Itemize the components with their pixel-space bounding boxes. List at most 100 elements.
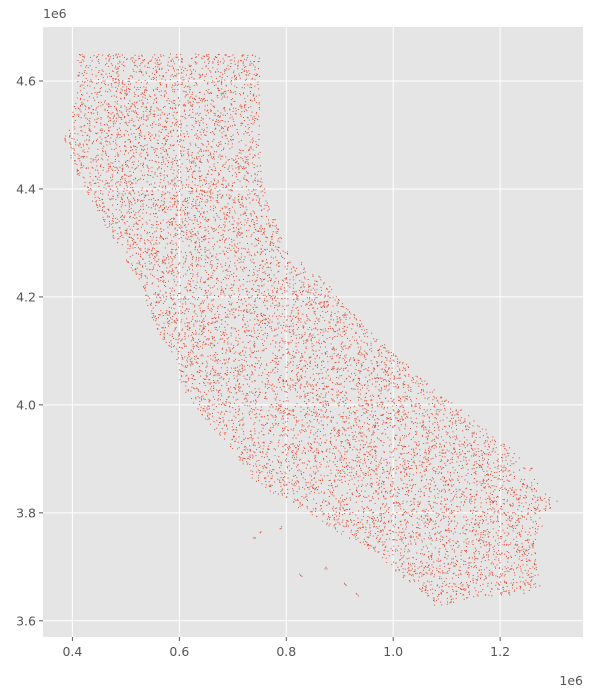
data-point [129,216,131,217]
data-point [148,134,150,136]
data-point [391,401,393,402]
data-point [503,446,505,447]
data-point [338,299,340,301]
data-point [385,397,387,399]
data-point [338,383,340,385]
data-point [252,198,254,200]
data-point [314,302,316,304]
data-point [367,537,369,539]
data-point [262,451,264,453]
data-point [453,583,455,585]
data-point [513,562,515,564]
data-point [507,511,509,513]
data-point [440,520,442,522]
data-point [406,493,408,495]
data-point [105,152,107,154]
data-point [475,498,477,500]
data-point [363,341,365,343]
data-point [246,398,248,400]
data-point [432,506,434,508]
data-point [182,104,184,106]
data-point [403,471,405,473]
data-point [404,374,406,376]
data-point [134,217,136,219]
data-point [404,384,406,385]
data-point [112,70,114,72]
data-point [498,553,500,555]
data-point [130,156,132,158]
data-point [380,531,382,533]
data-point [116,166,118,168]
data-point [347,503,349,505]
data-point [233,276,234,278]
data-point [253,156,254,158]
data-point [297,306,299,308]
data-point [314,323,315,325]
data-point [149,256,151,258]
data-point [471,474,472,475]
data-point [419,572,420,574]
data-point [337,436,339,437]
data-point [421,562,423,564]
data-point [505,513,507,515]
data-point [254,66,256,68]
data-point [210,276,212,278]
data-point [229,348,231,350]
data-point [364,497,366,499]
data-point [230,99,232,101]
data-point [107,103,109,105]
data-point [153,316,155,318]
data-point [254,253,255,255]
data-point [221,77,223,78]
data-point [531,485,533,487]
data-point [288,461,290,462]
data-point [113,120,115,122]
data-point [498,464,500,466]
data-point [511,526,513,528]
data-point [408,373,410,375]
data-point [204,55,205,57]
data-point [362,432,364,434]
data-point [271,383,273,385]
data-point [173,76,174,78]
data-point [322,401,324,403]
data-point [224,79,226,81]
data-point [174,100,176,101]
data-point [476,594,478,596]
data-point [402,571,404,573]
data-point [475,579,477,580]
data-point [215,327,217,328]
data-point [82,134,84,136]
data-point [193,375,195,376]
data-point [196,156,198,158]
data-point [203,79,205,81]
data-point [300,375,302,377]
data-point [402,576,404,578]
data-point [390,373,392,375]
data-point [370,477,372,479]
data-point [350,426,352,428]
data-point [116,110,118,112]
data-point [228,301,230,302]
data-point [242,303,244,305]
data-point [216,278,218,280]
data-point [213,380,215,381]
data-point [235,93,237,95]
data-point [229,296,231,298]
data-point [343,504,345,506]
data-point [105,141,107,142]
data-point [464,533,466,535]
data-point [501,523,503,525]
data-point [238,201,240,203]
data-point [312,508,314,510]
data-point [231,290,233,291]
data-point [495,575,497,577]
data-point [109,143,111,145]
data-point [453,417,454,419]
data-point [404,423,406,425]
data-point [420,515,422,517]
data-point [216,95,218,97]
data-point [237,441,239,443]
data-point [120,92,122,94]
data-point [355,441,357,442]
